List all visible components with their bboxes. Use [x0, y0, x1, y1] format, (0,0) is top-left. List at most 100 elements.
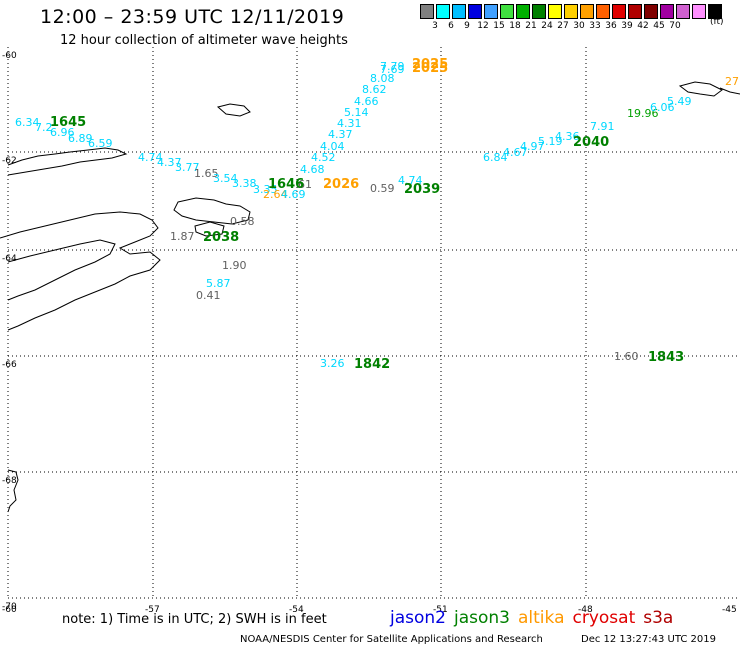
wave-height-value: 4.37 [328, 128, 353, 141]
wave-height-value: 3.26 [320, 357, 345, 370]
wave-height-value: 3.38 [232, 177, 257, 190]
color-swatch [692, 4, 706, 19]
legend-item-s3a: s3a [643, 608, 674, 628]
pass-time-label: 1645 [50, 115, 86, 130]
wave-height-value: 4.74 [398, 174, 423, 187]
color-scale-label: 21 [525, 21, 537, 31]
legend-item-jason3: jason3 [454, 608, 510, 628]
latitude-label: -66 [2, 360, 17, 370]
wave-height-value: 3.35 [253, 183, 278, 196]
wave-height-value: 6.06 [650, 101, 675, 114]
pass-time-label: 1842 [354, 357, 390, 372]
color-scale-unit: (ft) [710, 17, 724, 27]
wave-height-observations: 7.797.698.088.624.665.144.314.374.044.52… [15, 60, 739, 370]
wave-height-value: 4.67 [503, 146, 528, 159]
color-scale-label: 27 [557, 21, 569, 31]
wave-height-value: 4.74 [138, 151, 163, 164]
wave-height-value: 8.08 [370, 72, 395, 85]
coastline-left-edge [7, 469, 19, 513]
coastline-island-2 [173, 197, 251, 225]
wave-height-value: 6.96 [50, 126, 75, 139]
wave-height-value: 0.59 [370, 182, 395, 195]
chart-subtitle: 12 hour collection of altimeter wave hei… [60, 33, 348, 48]
coastline [0, 81, 740, 513]
wave-height-value: 1.90 [222, 259, 247, 272]
latitude-label: -64 [2, 254, 17, 264]
coastline-island-1 [216, 103, 251, 117]
color-scale-label: 33 [589, 21, 601, 31]
color-swatch [436, 4, 450, 19]
color-swatch [644, 4, 658, 19]
wave-height-value: 3.77 [175, 161, 200, 174]
longitude-label: -48 [578, 605, 593, 615]
color-scale-label: 9 [464, 21, 470, 31]
color-scale-label: 3 [432, 21, 438, 31]
color-swatch [532, 4, 546, 19]
wave-height-value: 1.60 [614, 350, 639, 363]
coastline-island-4 [678, 81, 723, 97]
wave-height-value: 19.96 [627, 107, 659, 120]
color-scale-label: 45 [653, 21, 665, 31]
wave-height-value: 4.97 [520, 140, 545, 153]
wave-height-value: 4.04 [320, 140, 345, 153]
wave-height-value: 5.19 [538, 135, 563, 148]
color-swatch [484, 4, 498, 19]
pass-time-label: 2025 [412, 61, 448, 76]
legend-item-altika: altika [518, 608, 565, 628]
color-swatch [660, 4, 674, 19]
color-scale-label: 18 [509, 21, 521, 31]
wave-height-value: 0.41 [196, 289, 221, 302]
wave-height-value: 27 [725, 75, 739, 88]
satellite-legend: jason2 jason3 altika cryosat s3a [390, 608, 681, 628]
longitude-label: -45 [722, 605, 737, 615]
latitude-label: -60 [2, 51, 17, 61]
color-scale-label: 24 [541, 21, 553, 31]
color-swatch [596, 4, 610, 19]
pass-time-label: 2040 [573, 135, 609, 150]
axis-labels: -60-62-64-66-68-70-60 -57 -54 -51 -48 -45 [2, 51, 737, 615]
graticule [7, 47, 740, 599]
color-swatch [580, 4, 594, 19]
coastline-island-3 [194, 221, 225, 237]
color-swatch [500, 4, 514, 19]
color-scale-label: 70 [669, 21, 681, 31]
longitude-label: -57 [145, 605, 160, 615]
color-scale-label: 42 [637, 21, 649, 31]
wave-height-value: 5.14 [344, 106, 369, 119]
color-swatch [612, 4, 626, 19]
footer-credit: NOAA/NESDIS Center for Satellite Applica… [240, 634, 543, 645]
pass-time-label: 2026 [323, 177, 359, 192]
wave-height-value: 4.37 [157, 156, 182, 169]
pass-time-label: 2038 [203, 230, 239, 245]
coastline-south-shetland-north [7, 147, 128, 176]
wave-height-value: 3.54 [213, 172, 238, 185]
color-scale-label: 6 [448, 21, 454, 31]
wave-height-value: 61 [298, 178, 312, 191]
color-swatch [676, 4, 690, 19]
pass-time-label: 2039 [404, 182, 440, 197]
wave-height-value: 6.59 [88, 137, 113, 150]
coastline-south-orkney-right [719, 87, 740, 95]
wave-height-value: 4.69 [281, 188, 306, 201]
color-swatch [468, 4, 482, 19]
wave-height-value: 4.66 [354, 95, 379, 108]
chart-title: 12:00 – 23:59 UTC 12/11/2019 [40, 6, 345, 28]
color-swatch [516, 4, 530, 19]
color-swatch [708, 4, 722, 19]
longitude-label: -51 [433, 605, 448, 615]
latitude-label: -70 [2, 602, 17, 612]
wave-height-value: 4.36 [555, 130, 580, 143]
wave-height-value: 4.68 [300, 163, 325, 176]
latitude-label: -62 [2, 156, 17, 166]
coastline-peninsula [0, 211, 161, 331]
wave-height-value: 8.62 [362, 83, 387, 96]
wave-height-value: 4.52 [311, 151, 336, 164]
footer-timestamp: Dec 12 13:27:43 UTC 2019 [581, 634, 716, 645]
wave-height-value: 6.34 [15, 116, 40, 129]
latitude-label: -68 [2, 476, 17, 486]
color-swatch [548, 4, 562, 19]
legend-item-jason2: jason2 [390, 608, 446, 628]
wave-height-value: 4.31 [337, 117, 362, 130]
wave-height-value: 1.87 [170, 230, 195, 243]
